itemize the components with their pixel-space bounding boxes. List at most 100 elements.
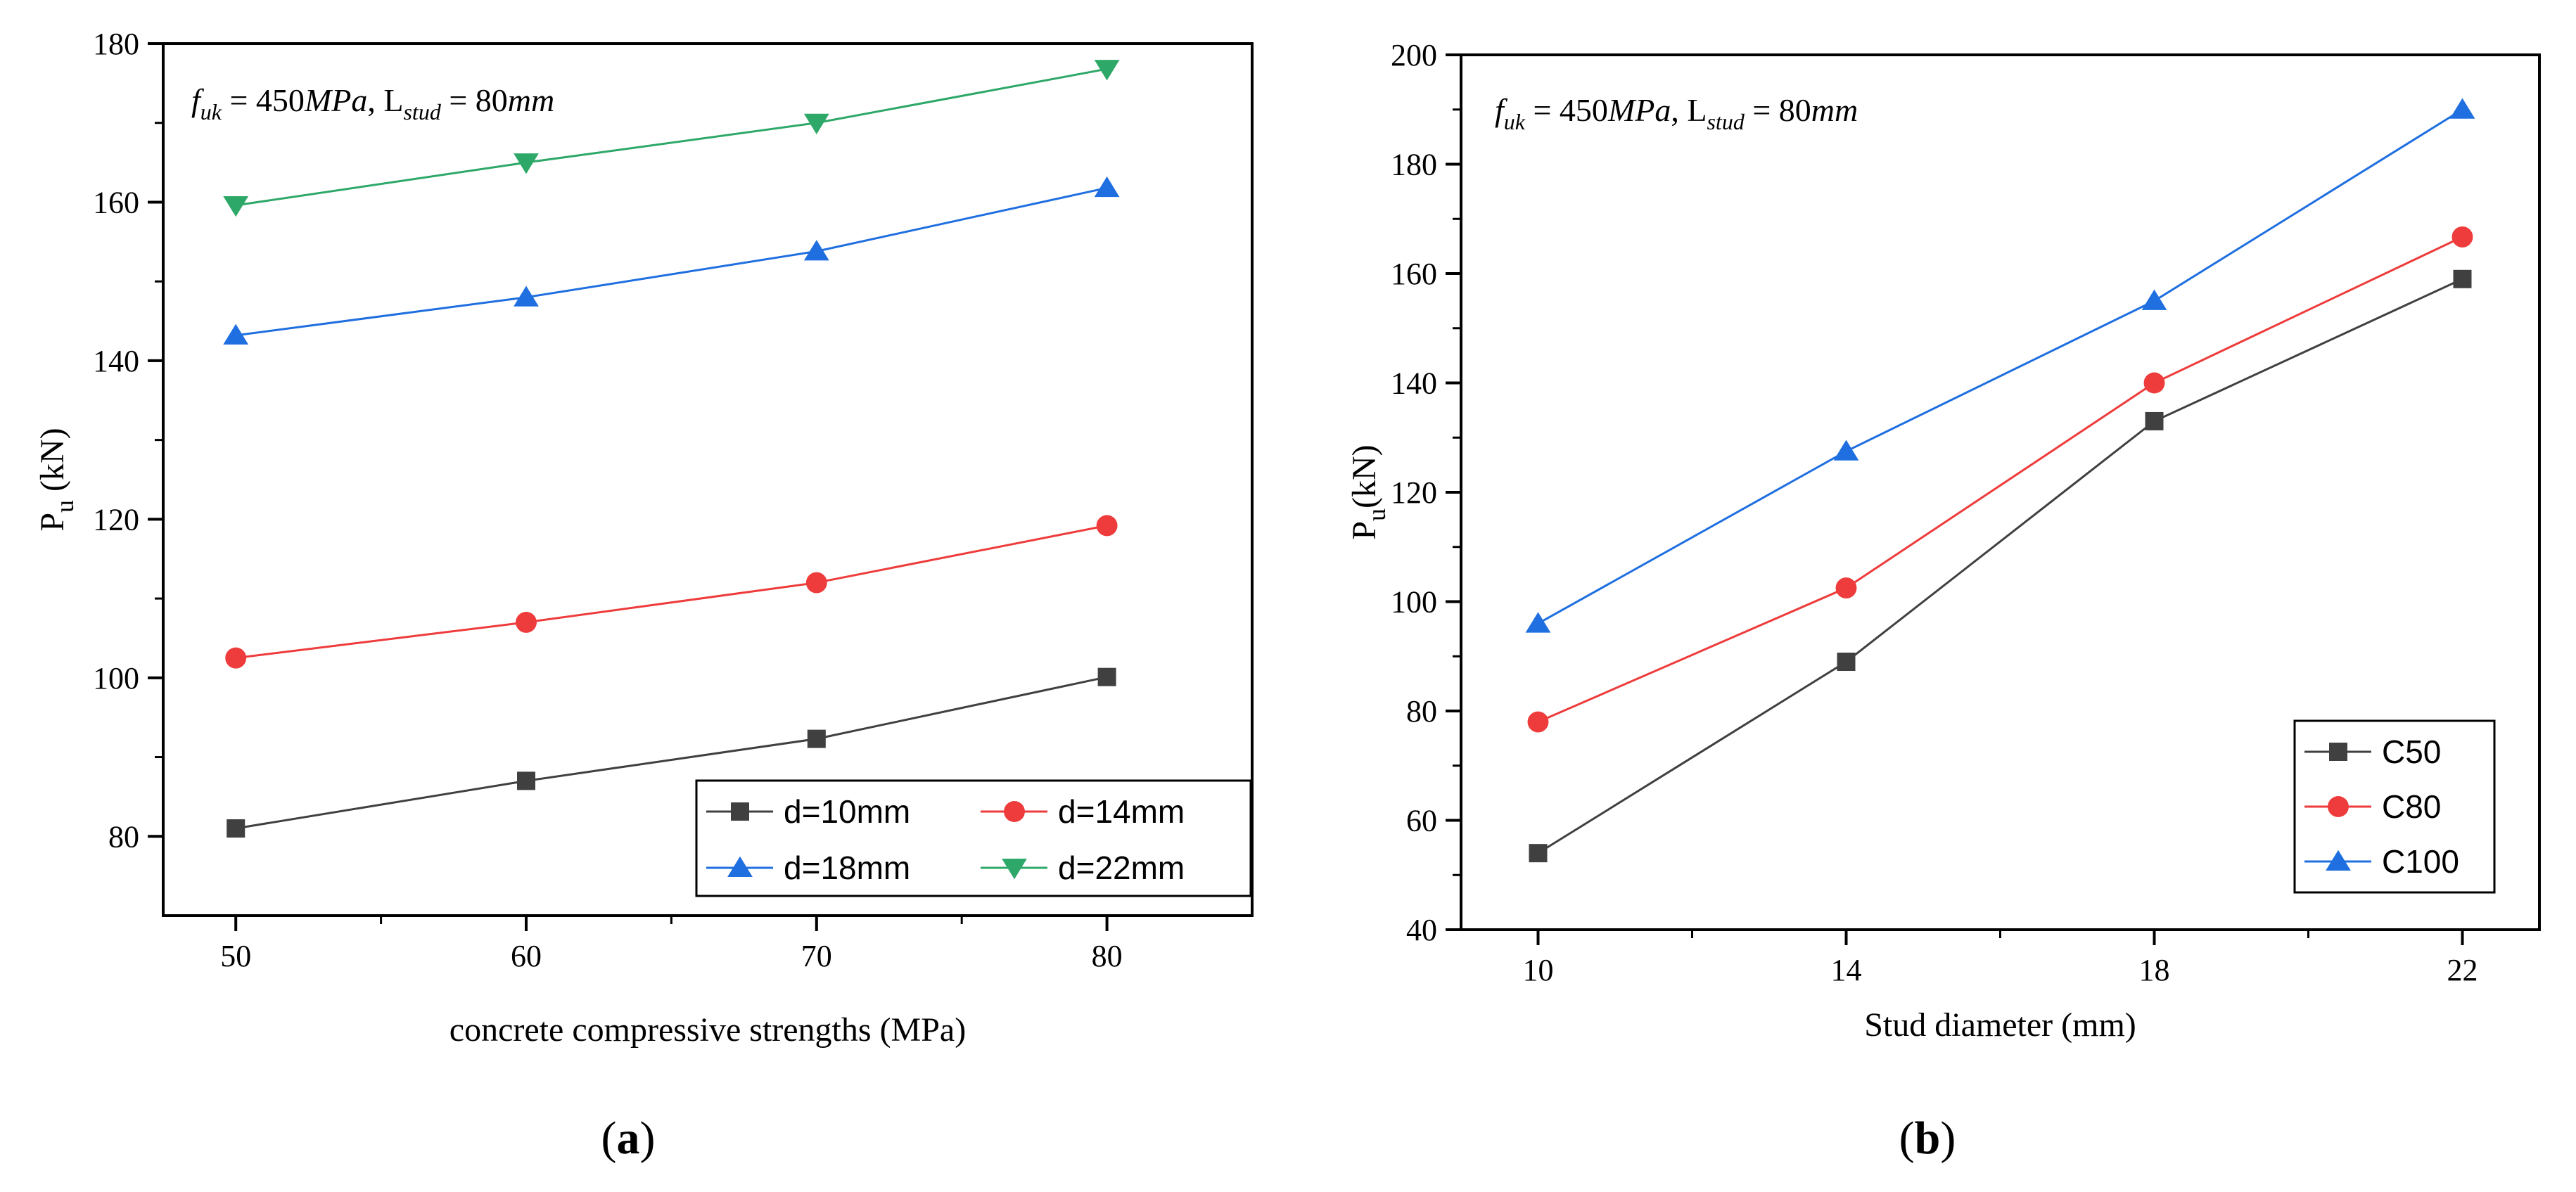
y-tick-label: 120 bbox=[93, 502, 139, 537]
annotation-part: = 80 bbox=[441, 82, 508, 118]
x-axis-title: Stud diameter (mm) bbox=[1864, 1006, 2136, 1044]
data-point bbox=[2141, 289, 2167, 310]
annotation-part: MPa bbox=[1607, 92, 1671, 128]
data-point bbox=[517, 771, 535, 790]
data-point bbox=[1835, 577, 1857, 599]
data-point bbox=[514, 286, 539, 307]
series-d=14mm bbox=[225, 515, 1118, 669]
legend-label: d=22mm bbox=[1058, 850, 1185, 886]
panel-label-close: ) bbox=[640, 1113, 656, 1164]
y-tick-label: 80 bbox=[108, 819, 139, 854]
legend-swatch-marker bbox=[1004, 801, 1025, 822]
y-axis-title-sub: u bbox=[51, 500, 79, 513]
panel-label-close: ) bbox=[1940, 1113, 1956, 1164]
annotation-part: = 450 bbox=[222, 82, 305, 118]
series-line bbox=[1537, 236, 2463, 723]
y-tick-label: 140 bbox=[93, 344, 139, 378]
y-tick-label: 200 bbox=[1391, 38, 1437, 72]
data-point bbox=[227, 819, 246, 838]
annotation-part: stud bbox=[403, 99, 441, 124]
panel-label: (a) bbox=[601, 1113, 656, 1164]
series-d=18mm bbox=[223, 176, 1120, 345]
legend-item: d=14mm bbox=[981, 793, 1185, 830]
x-tick-label: 50 bbox=[220, 939, 251, 973]
data-point bbox=[1094, 176, 1120, 198]
data-point bbox=[516, 611, 537, 633]
annotation-part: uk bbox=[200, 99, 222, 124]
y-tick-label: 180 bbox=[93, 27, 139, 61]
x-tick-label: 14 bbox=[1831, 953, 1862, 987]
legend-label: d=18mm bbox=[784, 850, 910, 886]
panel-label-open: ( bbox=[601, 1113, 617, 1164]
chart-panel-b: 40 60 80 100 120 140 160 180 200 10 14 18 22 Stud dia… bbox=[1346, 38, 2541, 1164]
panel-label-open: ( bbox=[1899, 1113, 1915, 1164]
data-point bbox=[2145, 411, 2164, 430]
series-d=10mm bbox=[227, 667, 1116, 838]
data-point bbox=[223, 323, 249, 345]
series-line bbox=[236, 186, 1107, 337]
data-point bbox=[1096, 515, 1118, 537]
data-point bbox=[225, 647, 247, 669]
y-tick-label: 60 bbox=[1406, 804, 1437, 838]
data-point bbox=[2451, 226, 2473, 248]
data-point bbox=[2453, 269, 2472, 288]
series-C100 bbox=[1525, 98, 2475, 633]
data-point bbox=[1525, 612, 1551, 633]
x-tick-label: 18 bbox=[2139, 953, 2170, 987]
y-tick-label: 100 bbox=[1391, 585, 1437, 620]
x-tick-label: 80 bbox=[1092, 939, 1123, 973]
legend: d=10mm d=14mm d=18mm d=22mm bbox=[695, 779, 1252, 897]
legend-box bbox=[695, 779, 1252, 897]
series-line bbox=[236, 524, 1107, 660]
annotation-part: , L bbox=[367, 82, 403, 118]
annotation-part: mm bbox=[1811, 92, 1858, 128]
annotation-part: , L bbox=[1671, 92, 1707, 128]
annotation-part: uk bbox=[1504, 109, 1526, 134]
legend-label: d=10mm bbox=[784, 793, 910, 830]
y-tick-label: 100 bbox=[93, 661, 139, 696]
data-point bbox=[514, 153, 539, 174]
annotation-part: MPa bbox=[304, 82, 367, 118]
panel-label-letter: b bbox=[1915, 1113, 1941, 1164]
panel-label-letter: a bbox=[617, 1113, 640, 1164]
plot-frame bbox=[162, 42, 1254, 917]
legend-item: C50 bbox=[2304, 733, 2441, 770]
data-point bbox=[1837, 653, 1856, 672]
y-tick-label: 160 bbox=[93, 185, 139, 219]
data-point bbox=[805, 572, 827, 594]
legend-label: C100 bbox=[2382, 843, 2459, 880]
annotation-part: = 450 bbox=[1525, 92, 1608, 128]
y-axis-title: Pu(kN) bbox=[1346, 444, 1391, 539]
series-line bbox=[235, 68, 1107, 207]
panel-label: (b) bbox=[1899, 1113, 1956, 1164]
legend-label: d=14mm bbox=[1058, 793, 1185, 830]
legend: C50 C80 C100 bbox=[2293, 719, 2496, 894]
y-tick-label: 40 bbox=[1406, 913, 1437, 947]
annotation: fuk = 450MPa, Lstud = 80mm bbox=[1495, 92, 1858, 134]
y-tick-label: 80 bbox=[1406, 694, 1437, 729]
y-axis-title-sub: u bbox=[1363, 508, 1391, 521]
y-tick-label: 140 bbox=[1391, 366, 1437, 401]
x-axis-title: concrete compressive strengths (MPa) bbox=[449, 1011, 966, 1049]
y-axis-title-unit: (kN) bbox=[34, 428, 71, 500]
annotation-part: = 80 bbox=[1745, 92, 1811, 128]
data-point bbox=[1094, 60, 1120, 81]
x-tick-label: 60 bbox=[511, 939, 542, 973]
chart-panel-a: 80 100 120 140 160 180 50 60 70 80 concrete compre… bbox=[34, 27, 1254, 1164]
y-axis-title-main: P bbox=[34, 513, 71, 532]
legend-label: C80 bbox=[2382, 788, 2441, 825]
data-point bbox=[2449, 98, 2475, 119]
legend-swatch-marker bbox=[2328, 796, 2349, 817]
legend-label: C50 bbox=[2382, 733, 2441, 770]
series-line bbox=[1537, 278, 2463, 854]
x-tick-label: 22 bbox=[2447, 953, 2478, 987]
y-axis-title-unit: (kN) bbox=[1346, 444, 1383, 508]
series-C80 bbox=[1527, 226, 2473, 733]
data-point bbox=[1529, 844, 1548, 863]
data-point bbox=[803, 240, 829, 261]
annotation-part: mm bbox=[508, 82, 554, 118]
annotation: fuk = 450MPa, Lstud = 80mm bbox=[191, 82, 554, 124]
data-point bbox=[803, 113, 829, 134]
legend-item: C100 bbox=[2304, 843, 2459, 880]
